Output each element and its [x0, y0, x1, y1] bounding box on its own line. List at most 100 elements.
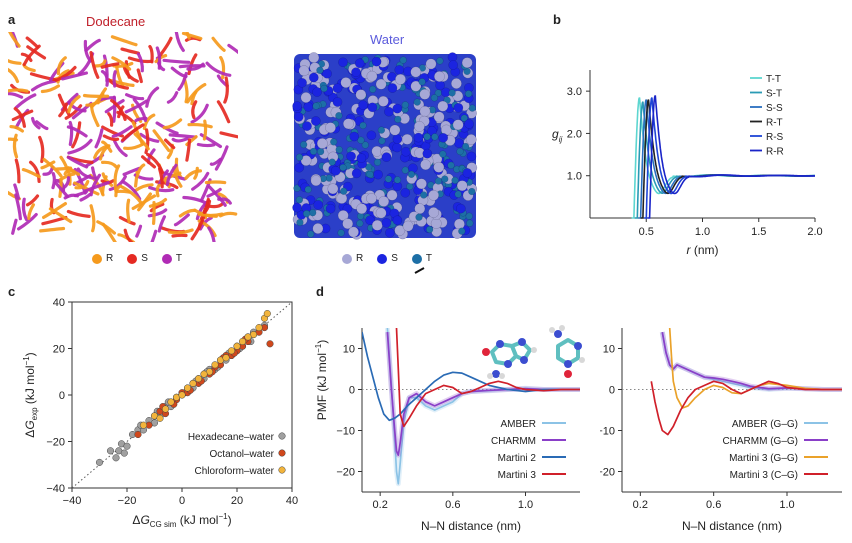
dodecane-rod [14, 193, 22, 221]
dodecane-rod [147, 208, 168, 218]
water-bead [342, 118, 354, 130]
b-y-tick-label: 2.0 [567, 128, 582, 140]
c-point [200, 370, 208, 378]
water-bead [300, 155, 312, 167]
water-bead [342, 218, 354, 230]
dodecane-rod [162, 58, 191, 64]
water-bead [410, 80, 422, 92]
dodecane-rod [227, 43, 238, 55]
dodecane-rod [170, 66, 188, 79]
water-bead [366, 70, 378, 82]
dodecane-rod [174, 32, 185, 52]
dodecane-rod [207, 226, 216, 242]
c-point [255, 324, 263, 332]
water-bead [464, 119, 474, 129]
water-bead [465, 134, 477, 145]
water-bead [328, 158, 336, 166]
dodecane-rod [191, 171, 210, 191]
dodecane-rod [121, 123, 145, 142]
water-bead [453, 102, 464, 113]
water-bead [373, 169, 383, 180]
water-bead [377, 95, 389, 107]
dodecane-title: Dodecane [86, 14, 146, 29]
dodecane-rod [54, 181, 69, 198]
dodecane-legend: R S T [92, 253, 182, 264]
water-bead [423, 133, 431, 141]
dodecane-rod [79, 192, 92, 202]
dodecane-rod [182, 195, 210, 206]
water-bead [395, 73, 406, 85]
water-bead [316, 66, 324, 74]
dodecane-legend-r: R [92, 253, 113, 264]
dodecane-rod [61, 71, 88, 81]
dodecane-rod [82, 93, 110, 98]
d-series-line [668, 328, 842, 409]
water-bead [356, 203, 368, 215]
water-bead [428, 207, 440, 218]
water-bead [422, 148, 433, 159]
dodecane-rod [17, 213, 38, 231]
water-bead [312, 223, 324, 234]
water-bead [378, 137, 386, 145]
c-point [120, 449, 128, 457]
water-bead [337, 229, 345, 237]
water-bead [325, 203, 336, 214]
water-bead [308, 52, 320, 64]
dodecane-rod [165, 163, 178, 187]
dodecane-rod [67, 138, 93, 155]
water-legend-s: S [377, 253, 398, 264]
dodecane-rod [164, 138, 176, 150]
water-bead [332, 83, 343, 94]
water-bead [401, 146, 411, 157]
dodecane-rod [39, 226, 66, 233]
dodecane-rod [21, 168, 41, 179]
dodecane-rod [199, 133, 222, 149]
dodecane-rod [56, 56, 67, 76]
dodecane-rod [14, 158, 21, 184]
dodecane-rod [42, 166, 54, 176]
dodecane-rod [209, 157, 223, 166]
water-bead [316, 137, 328, 149]
c-point [183, 384, 192, 392]
dodecane-rod [14, 93, 37, 109]
water-bead [335, 146, 343, 154]
water-bead [420, 159, 432, 171]
water-bead [296, 218, 304, 227]
c-point [134, 430, 142, 439]
dodecane-rod [145, 86, 160, 108]
d-x-tick-label: 1.0 [518, 499, 533, 511]
water-box-rendering [292, 52, 478, 240]
dodecane-rod [76, 167, 97, 180]
d-legend-label: Martini 3 (C–G) [730, 470, 798, 481]
water-bead [400, 187, 411, 198]
d-series-line [650, 380, 842, 436]
dodecane-rod [68, 120, 74, 147]
dodecane-rod [178, 208, 197, 218]
dodecane-rod [101, 172, 114, 187]
dodecane-rod [157, 215, 166, 233]
water-bead [385, 227, 395, 238]
water-bead [461, 142, 470, 151]
dodecane-rod [190, 103, 209, 124]
dodecane-legend-t: T [161, 253, 182, 264]
water-bead [366, 193, 377, 204]
c-legend-swatch [278, 449, 286, 457]
water-bead [294, 162, 305, 173]
water-bead [356, 219, 364, 228]
water-bead [410, 66, 422, 78]
water-bead [338, 57, 348, 68]
c-point [194, 375, 203, 383]
dodecane-rod [108, 175, 127, 192]
water-bead [438, 132, 449, 143]
dodecane-rod [25, 36, 40, 49]
water-bead [455, 203, 466, 214]
c-y-tick-label: −20 [46, 437, 65, 449]
water-bead [377, 126, 386, 134]
dodecane-rod [133, 183, 154, 193]
dodecane-rod [59, 155, 68, 169]
water-bead [441, 175, 449, 183]
water-bead [339, 163, 347, 172]
water-bead [407, 170, 416, 179]
dodecane-rod [190, 219, 204, 241]
c-point [178, 391, 186, 399]
